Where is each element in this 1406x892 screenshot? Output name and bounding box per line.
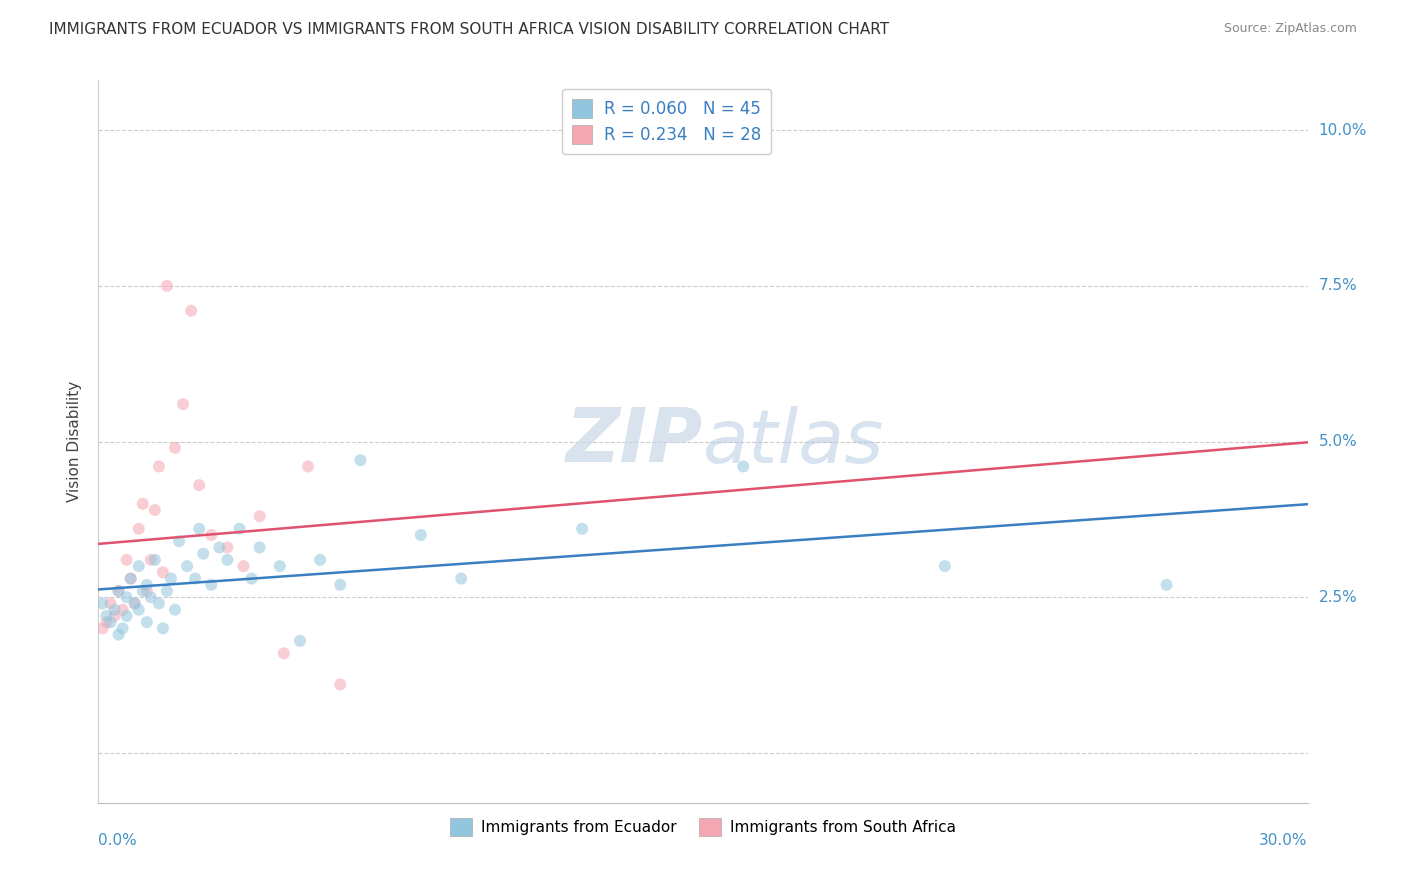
Point [96,615,118,630]
Point [100,597,122,611]
Point [184,572,207,586]
Text: Source: ZipAtlas.com: Source: ZipAtlas.com [1223,22,1357,36]
Point [188,522,211,536]
Point [217,553,239,567]
Point [132,584,155,599]
Y-axis label: Vision Disability: Vision Disability [67,381,83,502]
Point [120,572,142,586]
Point [128,559,150,574]
Point [309,553,332,567]
Point [193,547,215,561]
Point [188,478,211,492]
Text: 10.0%: 10.0% [1319,122,1367,137]
Point [152,566,174,580]
Point [148,597,170,611]
Point [180,303,202,318]
Point [100,615,122,630]
Point [91,621,114,635]
Point [163,441,186,455]
Point [124,597,146,611]
Text: IMMIGRANTS FROM ECUADOR VS IMMIGRANTS FROM SOUTH AFRICA VISION DISABILITY CORREL: IMMIGRANTS FROM ECUADOR VS IMMIGRANTS FR… [49,22,890,37]
Point [240,572,263,586]
Point [160,572,183,586]
Point [139,553,162,567]
Point [156,584,179,599]
Point [120,572,142,586]
Point [200,528,222,542]
Point [249,509,271,524]
Point [135,615,157,630]
Point [297,459,319,474]
Point [132,497,155,511]
Point [1156,578,1178,592]
Point [217,541,239,555]
Text: 5.0%: 5.0% [1319,434,1357,449]
Point [128,603,150,617]
Point [115,609,138,624]
Point [143,553,166,567]
Point [269,559,291,574]
Point [450,572,472,586]
Point [228,522,250,536]
Point [288,633,311,648]
Point [115,553,138,567]
Point [111,603,134,617]
Text: 0.0%: 0.0% [98,833,138,848]
Point [249,541,271,555]
Point [152,621,174,635]
Point [148,459,170,474]
Point [91,597,114,611]
Point [115,591,138,605]
Point [176,559,198,574]
Point [103,603,125,617]
Point [349,453,371,467]
Point [128,522,150,536]
Point [232,559,254,574]
Legend: Immigrants from Ecuador, Immigrants from South Africa: Immigrants from Ecuador, Immigrants from… [444,813,962,842]
Point [200,578,222,592]
Point [135,578,157,592]
Point [329,578,352,592]
Point [172,397,194,411]
Point [409,528,432,542]
Point [167,534,190,549]
Point [329,677,352,691]
Point [96,609,118,624]
Point [124,597,146,611]
Point [143,503,166,517]
Point [135,584,157,599]
Text: 2.5%: 2.5% [1319,590,1357,605]
Text: 30.0%: 30.0% [1260,833,1308,848]
Text: ZIP: ZIP [565,405,703,478]
Point [156,278,179,293]
Point [107,627,129,641]
Point [208,541,231,555]
Point [103,609,125,624]
Point [111,621,134,635]
Point [139,591,162,605]
Point [273,646,295,660]
Point [733,459,755,474]
Point [107,584,129,599]
Point [934,559,956,574]
Point [163,603,186,617]
Point [571,522,593,536]
Point [107,584,129,599]
Text: 7.5%: 7.5% [1319,278,1357,293]
Text: atlas: atlas [703,406,884,477]
